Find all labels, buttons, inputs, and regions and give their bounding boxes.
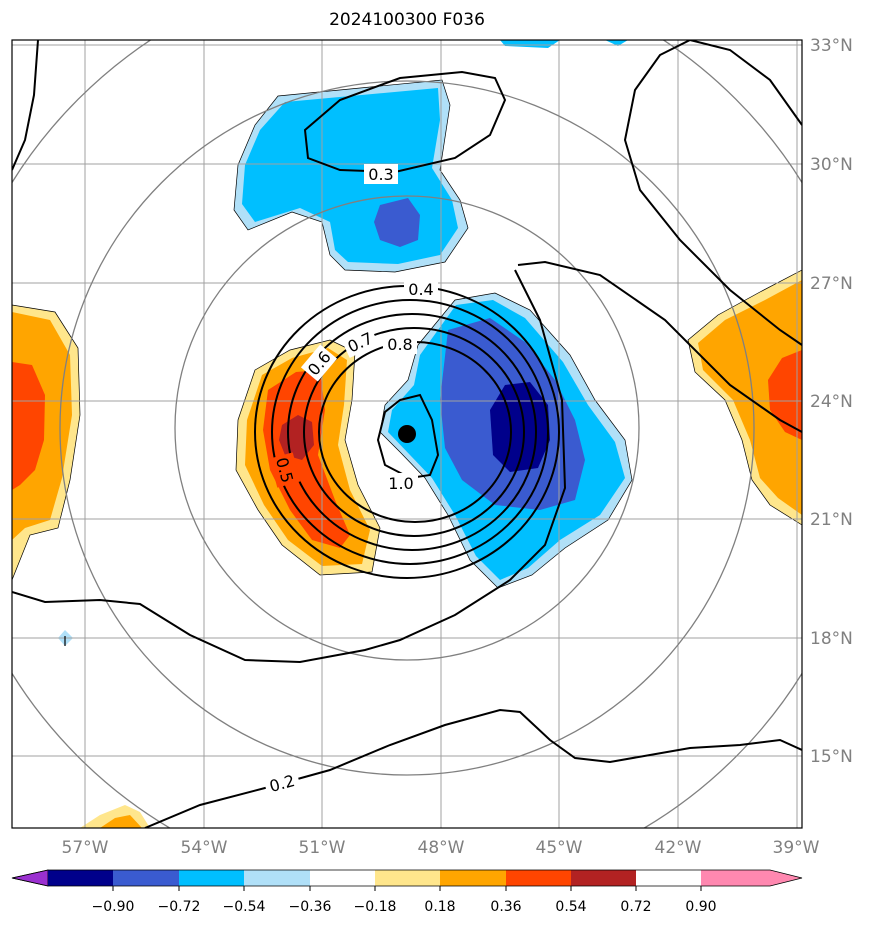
latitude-labels: 33°N 30°N 27°N 24°N 21°N 18°N 15°N <box>810 36 853 767</box>
lat-tick-label: 18°N <box>810 629 853 649</box>
colorbar-segment <box>310 870 375 886</box>
contour-06 <box>287 313 537 551</box>
colorbar-segment <box>244 870 310 886</box>
contour-label-10: 1.0 <box>388 474 413 493</box>
colorbar-segment <box>440 870 506 886</box>
colorbar-extend-low <box>11 869 49 887</box>
colorbar-segment <box>571 870 636 886</box>
colorbar-tick-label: −0.18 <box>354 899 397 915</box>
west-edge-positive-anomaly <box>12 305 80 580</box>
contour-05 <box>271 299 549 565</box>
lon-tick-label: 57°W <box>62 838 109 858</box>
colorbar-extend-high <box>701 870 802 886</box>
colorbar-tick-label: 0.36 <box>490 899 521 915</box>
colorbar: −0.90 −0.72 −0.54 −0.36 −0.18 0.18 0.36 0.54 0.7… <box>11 869 803 915</box>
colorbar-tick-label: −0.72 <box>158 899 201 915</box>
colorbar-segment <box>179 870 244 886</box>
contour-10 <box>376 393 440 480</box>
lon-tick-label: 42°W <box>655 838 702 858</box>
colorbar-tick-label: 0.54 <box>555 899 586 915</box>
colorbar-tick-label: −0.90 <box>92 899 135 915</box>
colorbar-segment <box>48 870 113 886</box>
lon-tick-label: 54°W <box>181 838 228 858</box>
lon-tick-label: 48°W <box>418 838 465 858</box>
contour-label-08: 0.8 <box>387 335 412 354</box>
colorbar-outline <box>11 869 803 887</box>
map-title: 2024100300 F036 <box>329 10 485 30</box>
storm-center-marker <box>398 425 416 443</box>
lon-tick-label: 51°W <box>299 838 346 858</box>
colorbar-tick-label: −0.36 <box>289 899 332 915</box>
colorbar-segment <box>375 870 440 886</box>
top-negative-anomaly <box>500 40 560 48</box>
contour-label-04: 0.4 <box>408 280 433 299</box>
range-rings <box>12 40 802 828</box>
longitude-labels: 57°W 54°W 51°W 48°W 45°W 42°W 39°W <box>62 838 820 858</box>
map-frame <box>11 39 803 829</box>
lat-tick-label: 15°N <box>810 747 853 767</box>
colorbar-tick-label: 0.18 <box>424 899 455 915</box>
colorbar-tick-label: 0.72 <box>620 899 651 915</box>
lat-tick-label: 33°N <box>810 36 853 56</box>
colorbar-segment <box>506 870 571 886</box>
lat-tick-label: 27°N <box>810 274 853 294</box>
lat-tick-label: 30°N <box>810 155 853 175</box>
north-negative-anomaly <box>234 80 468 272</box>
lat-tick-label: 24°N <box>810 392 853 412</box>
lon-tick-label: 45°W <box>536 838 583 858</box>
colorbar-tick-label: 0.90 <box>685 899 716 915</box>
contour-07 <box>303 327 525 537</box>
map-plot-area: 0.3 0.4 0.6 0.7 0.8 0.5 1.0 0.2 <box>12 40 802 828</box>
lon-tick-label: 39°W <box>773 838 820 858</box>
east-negative-anomaly <box>380 293 632 588</box>
fill-outlines <box>12 79 802 589</box>
lat-tick-label: 21°N <box>810 510 853 530</box>
contour-label-03: 0.3 <box>368 165 393 184</box>
colorbar-segment <box>113 870 179 886</box>
east-edge-positive-anomaly <box>688 270 802 525</box>
colorbar-tick-label: −0.54 <box>223 899 266 915</box>
